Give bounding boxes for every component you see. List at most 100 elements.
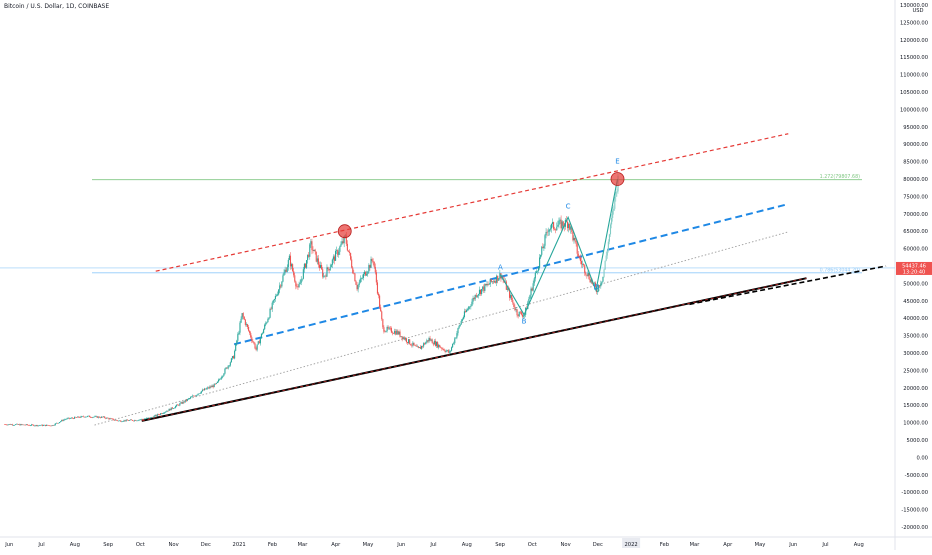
candle-body: [40, 424, 42, 426]
candle-body: [519, 311, 521, 313]
candle-body: [405, 338, 407, 342]
candle-body: [358, 282, 360, 285]
candle-body: [16, 423, 18, 425]
candle-body: [551, 222, 554, 224]
candle-body: [197, 393, 199, 395]
candle-body: [482, 286, 484, 290]
candle-body: [12, 425, 14, 426]
candle-body: [468, 306, 470, 310]
candle-body: [440, 347, 442, 348]
candle-body: [148, 417, 150, 419]
time-tick-label: Oct: [136, 542, 145, 548]
candle-body: [34, 425, 36, 427]
candle-body: [447, 350, 449, 353]
price-tick-label: 120000.00: [900, 38, 928, 44]
candle-body: [542, 246, 544, 249]
candle-body: [90, 417, 92, 418]
candle-body: [476, 295, 478, 297]
candle-body: [157, 414, 159, 415]
candle-body: [59, 422, 61, 423]
candle-body: [607, 241, 609, 251]
candle-body: [182, 401, 184, 404]
dotted-trend-line: [94, 231, 789, 426]
candle-body: [289, 255, 292, 267]
candle-body: [285, 269, 287, 272]
candle-body: [294, 275, 296, 282]
candle-body: [286, 267, 288, 272]
candle-body: [608, 234, 610, 242]
time-tick-label: Aug: [854, 542, 864, 548]
candle-body: [76, 417, 78, 418]
candle-body: [62, 420, 64, 421]
candle-body: [329, 267, 331, 271]
currency-label: USD: [912, 8, 923, 14]
price-tick-label: 85000.00: [903, 160, 928, 166]
candle-body: [46, 424, 48, 426]
wave-path: [500, 178, 619, 316]
time-tick-label: Oct: [528, 542, 537, 548]
candle-body: [464, 311, 467, 313]
candle-body: [400, 336, 402, 337]
candle-body: [497, 275, 499, 281]
candle-body: [290, 264, 293, 267]
candle-body: [86, 416, 89, 417]
candle-body: [428, 338, 430, 342]
candle-body: [146, 417, 148, 419]
candle-body: [340, 244, 342, 247]
candle-body: [598, 285, 600, 292]
candle-body: [409, 339, 411, 345]
candle-body: [496, 275, 498, 283]
candle-body: [426, 340, 428, 343]
candle-body: [95, 416, 97, 417]
candle-body: [112, 418, 114, 421]
price-tick-label: 130000.00: [900, 3, 928, 9]
candle-body: [267, 319, 269, 323]
candle-body: [442, 348, 444, 350]
candle-body: [415, 345, 417, 347]
candle-body: [298, 284, 300, 288]
candle-body: [78, 416, 80, 418]
candle-body: [254, 343, 256, 349]
price-tick-label: -15000.00: [901, 508, 928, 514]
candle-body: [101, 416, 104, 418]
candle-body: [188, 398, 191, 399]
candle-body: [113, 420, 115, 421]
candle-body: [309, 244, 311, 257]
candle-body: [594, 282, 597, 287]
candle-body: [20, 424, 22, 426]
candle-body: [346, 243, 348, 251]
candle-body: [32, 424, 34, 426]
candle-body: [474, 294, 476, 300]
candle-body: [418, 347, 420, 348]
candle-body: [226, 367, 228, 369]
candle-body: [615, 192, 617, 197]
candle-body: [445, 350, 447, 352]
candle-body: [579, 257, 581, 261]
candle-body: [238, 332, 240, 335]
candle-body: [558, 220, 560, 225]
candle-body: [54, 423, 56, 426]
candle-body: [74, 416, 76, 419]
candle-body: [61, 420, 63, 422]
candle-body: [67, 417, 69, 419]
candle-body: [48, 425, 50, 426]
price-tick-label: 70000.00: [903, 212, 928, 218]
candle-body: [380, 307, 382, 312]
price-tick-label: 0.00: [916, 455, 928, 461]
candle-body: [152, 417, 154, 418]
candle-body: [521, 314, 523, 317]
candle-body: [217, 379, 220, 382]
candle-body: [457, 328, 459, 334]
candle-body: [199, 393, 201, 394]
candle-body: [179, 403, 181, 406]
price-tick-label: 100000.00: [900, 107, 928, 113]
candle-body: [562, 221, 564, 226]
candle-body: [207, 387, 209, 389]
candle-body: [513, 302, 515, 307]
candle-body: [256, 344, 258, 350]
candle-body: [602, 276, 604, 282]
candle-body: [355, 281, 357, 285]
candle-body: [97, 416, 99, 418]
